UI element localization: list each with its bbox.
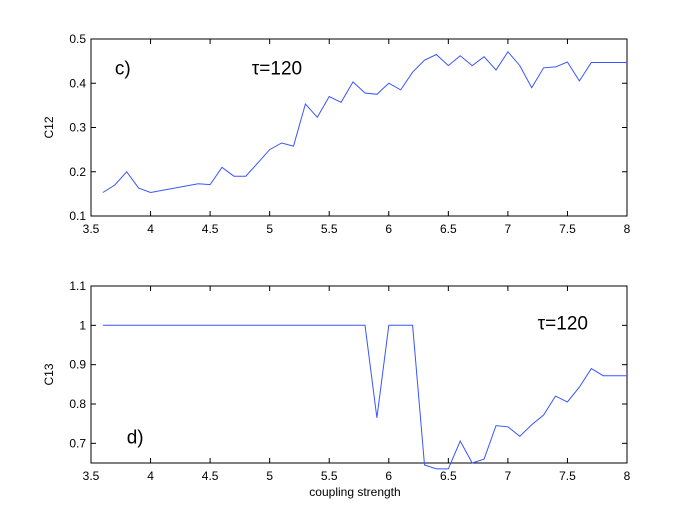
y-tick-label: 0.8 bbox=[69, 397, 86, 411]
annotation-label: τ=120 bbox=[252, 58, 302, 79]
y-axis-label: C13 bbox=[42, 363, 56, 385]
y-tick-label: 0.3 bbox=[69, 121, 86, 135]
x-tick-label: 7 bbox=[505, 222, 512, 236]
x-tick-label: 3.5 bbox=[83, 469, 100, 483]
x-tick-label: 6 bbox=[385, 469, 392, 483]
x-tick-label: 6.5 bbox=[440, 222, 457, 236]
x-tick-label: 5.5 bbox=[321, 469, 338, 483]
y-tick-label: 0.9 bbox=[69, 358, 86, 372]
series-line bbox=[102, 324, 627, 470]
x-tick-label: 7.5 bbox=[559, 222, 576, 236]
axes-frame bbox=[90, 285, 628, 464]
x-tick-label: 3.5 bbox=[83, 222, 100, 236]
chart-panel-2: 3.5 4 4.5 5 5.5 6 6.5 7 7.5 8 0.7 0.8 0.9 1 1.1 C13 coup… bbox=[42, 279, 631, 499]
annotation-label: τ=120 bbox=[538, 313, 588, 334]
x-tick-label: 5.5 bbox=[321, 222, 338, 236]
y-tick-label: 0.5 bbox=[69, 32, 86, 46]
y-tick-label: 0.2 bbox=[69, 165, 86, 179]
y-axis-label: C12 bbox=[42, 116, 56, 138]
x-tick-label: 5 bbox=[266, 222, 273, 236]
series-line bbox=[102, 50, 627, 194]
x-tick-label: 5 bbox=[266, 469, 273, 483]
chart-panel-1: 3.5 4 4.5 5 5.5 6 6.5 7 7.5 8 0.1 0.2 0.3 0.4 0.5 C12 c)… bbox=[42, 32, 631, 236]
x-tick-label: 8 bbox=[624, 222, 631, 236]
y-tick-label: 0.4 bbox=[69, 76, 86, 90]
y-tick-label: 1 bbox=[79, 318, 86, 332]
x-tick-label: 4.5 bbox=[202, 222, 219, 236]
axes-frame bbox=[90, 38, 628, 217]
x-tick-label: 7 bbox=[505, 469, 512, 483]
annotation-label: d) bbox=[127, 427, 144, 448]
x-tick-label: 4 bbox=[147, 469, 154, 483]
x-tick-label: 8 bbox=[624, 469, 631, 483]
x-tick-label: 6 bbox=[385, 222, 392, 236]
x-tick-label: 4 bbox=[147, 222, 154, 236]
x-tick-label: 7.5 bbox=[559, 469, 576, 483]
x-tick-label: 4.5 bbox=[202, 469, 219, 483]
y-tick-label: 1.1 bbox=[69, 279, 86, 293]
y-tick-label: 0.1 bbox=[69, 209, 86, 223]
annotation-label: c) bbox=[115, 58, 131, 79]
x-axis-label: coupling strength bbox=[309, 485, 400, 499]
y-tick-label: 0.7 bbox=[69, 436, 86, 450]
x-tick-label: 6.5 bbox=[440, 469, 457, 483]
